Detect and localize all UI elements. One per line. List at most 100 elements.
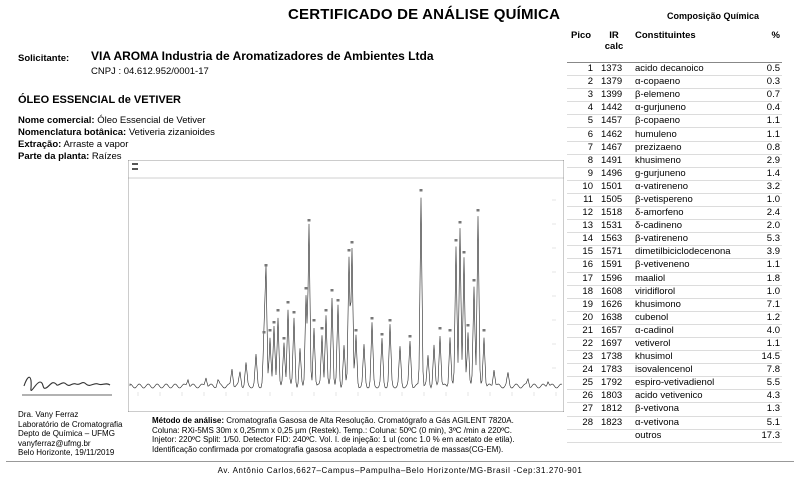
cell-ir: 1812 xyxy=(599,402,629,417)
cell-pct: 5.3 xyxy=(750,232,782,247)
cell-pct: 7.8 xyxy=(750,363,782,378)
cell-pct: 1.3 xyxy=(750,402,782,417)
cell-name: khusimeno xyxy=(629,154,750,168)
method-line4: Identificação confirmada por cromatograf… xyxy=(152,444,504,454)
cell-ir: 1738 xyxy=(599,350,629,365)
lab-dept: Depto de Química – UFMG xyxy=(18,429,115,439)
method-line1: Cromatografia Gasosa de Alta Resolução. … xyxy=(224,416,514,425)
cell-pct: 2.0 xyxy=(750,219,782,234)
cell-pct: 0.3 xyxy=(750,75,782,90)
header-constituintes: Constituintes xyxy=(629,30,750,63)
field-nome-comercial: Nome comercial: Óleo Essencial de Vetive… xyxy=(18,115,206,126)
cell-ir: 1608 xyxy=(599,285,629,299)
cell-ir: 1803 xyxy=(599,389,629,404)
cell-pct: 1.4 xyxy=(750,167,782,181)
cell-pct: 0.5 xyxy=(750,62,782,77)
cell-pico: 4 xyxy=(567,101,599,116)
cell-ir: 1379 xyxy=(599,75,629,90)
table-row: 9 1496 g-gurjuneno 1.4 xyxy=(567,167,782,181)
cell-ir: 1501 xyxy=(599,180,629,194)
composition-title: Composição Química xyxy=(667,11,760,21)
cell-pico: 14 xyxy=(567,232,599,247)
cell-pico: 27 xyxy=(567,402,599,417)
table-row: 15 1571 dimetilbiciclodecenona 3.9 xyxy=(567,245,782,260)
cell-pico xyxy=(567,429,599,443)
method-block: Método de análise: Cromatografia Gasosa … xyxy=(152,416,514,454)
cell-name: maaliol xyxy=(629,272,750,286)
cell-pct: 7.1 xyxy=(750,298,782,312)
cell-ir: 1373 xyxy=(599,62,629,77)
cell-pct: 1.1 xyxy=(750,114,782,129)
cell-pico: 20 xyxy=(567,311,599,325)
lab-name: Dra. Vany Ferraz xyxy=(18,410,79,419)
cell-pico: 26 xyxy=(567,389,599,404)
cell-ir xyxy=(599,429,629,443)
table-row: 27 1812 β-vetivona 1.3 xyxy=(567,402,782,417)
lab-date: Belo Horizonte, 19/11/2019 xyxy=(18,448,115,458)
table-row: 12 1518 δ-amorfeno 2.4 xyxy=(567,206,782,221)
cell-name: β-vetivona xyxy=(629,402,750,417)
cell-ir: 1467 xyxy=(599,141,629,155)
cell-pico: 16 xyxy=(567,258,599,273)
table-row: 16 1591 β-veti­veneno 1.1 xyxy=(567,258,782,273)
cell-ir: 1571 xyxy=(599,245,629,260)
cell-pico: 1 xyxy=(567,62,599,77)
cell-name: α-vetivona xyxy=(629,416,750,430)
cell-name: viridiflorol xyxy=(629,285,750,299)
cell-pct: 3.9 xyxy=(750,245,782,260)
cell-pct: 2.9 xyxy=(750,154,782,168)
method-line3: Injetor: 220ºC Split: 1/50. Detector FID… xyxy=(152,435,515,444)
cell-ir: 1792 xyxy=(599,376,629,391)
cell-pico: 8 xyxy=(567,154,599,168)
table-row: 8 1491 khusimeno 2.9 xyxy=(567,154,782,168)
cell-name: β-copaeno xyxy=(629,114,750,129)
field-parte-planta: Parte da planta: Raízes xyxy=(18,151,122,162)
cell-ir: 1496 xyxy=(599,167,629,181)
cell-name: vetiverol xyxy=(629,337,750,352)
table-row: 6 1462 humuleno 1.1 xyxy=(567,127,782,142)
cell-ir: 1823 xyxy=(599,416,629,430)
solicitante-label: Solicitante: xyxy=(18,53,70,64)
table-row: 7 1467 prezizaeno 0.8 xyxy=(567,141,782,155)
field-nomenclatura: Nomenclatura botânica: Vetiveria zizanio… xyxy=(18,127,215,138)
cell-name: β-vatireneno xyxy=(629,232,750,247)
table-row: 28 1823 α-vetivona 5.1 xyxy=(567,416,782,430)
cell-pico: 15 xyxy=(567,245,599,260)
table-header: Pico IR calc Constituintes % xyxy=(567,30,782,63)
composition-table: Pico IR calc Constituintes % 1 1373 acido d… xyxy=(567,30,782,443)
table-row: 10 1501 α-vatireneno 3.2 xyxy=(567,180,782,194)
cell-name: isovalencenol xyxy=(629,363,750,378)
footer-divider xyxy=(6,461,794,462)
cell-pct: 1.1 xyxy=(750,258,782,273)
cell-pico: 24 xyxy=(567,363,599,378)
cell-ir: 1591 xyxy=(599,258,629,273)
cell-ir: 1596 xyxy=(599,272,629,286)
cell-pico: 5 xyxy=(567,114,599,129)
table-row: 20 1638 cubenol 1.2 xyxy=(567,311,782,325)
cell-name: acido vetivenico xyxy=(629,389,750,404)
certificate-title: CERTIFICADO DE ANÁLISE QUÍMICA xyxy=(288,6,561,23)
table-row: 26 1803 acido vetivenico 4.3 xyxy=(567,389,782,404)
cell-name: cubenol xyxy=(629,311,750,325)
cell-pct: 1.0 xyxy=(750,285,782,299)
lab-email: vanyferraz@ufmg.br xyxy=(18,438,91,448)
cell-pct: 0.8 xyxy=(750,141,782,155)
table-row: 23 1738 khusimol 14.5 xyxy=(567,350,782,365)
cell-name: α-cadinol xyxy=(629,324,750,338)
cell-name: g-gurjuneno xyxy=(629,167,750,181)
cell-name: acido decanoico xyxy=(629,62,750,77)
table-row: 4 1442 α-gurjuneno 0.4 xyxy=(567,101,782,116)
cell-pct: 0.7 xyxy=(750,88,782,103)
cell-pico: 10 xyxy=(567,180,599,194)
cell-name: δ-cadineno xyxy=(629,219,750,234)
cell-pct: 3.2 xyxy=(750,180,782,194)
cell-pct: 4.0 xyxy=(750,324,782,338)
cell-name: α-copaeno xyxy=(629,75,750,90)
cell-name: humuleno xyxy=(629,127,750,142)
cell-ir: 1518 xyxy=(599,206,629,221)
cell-pct: 14.5 xyxy=(750,350,782,365)
cell-pct: 5.5 xyxy=(750,376,782,391)
table-row: 24 1783 isovalencenol 7.8 xyxy=(567,363,782,378)
table-row: 2 1379 α-copaeno 0.3 xyxy=(567,75,782,90)
cell-name: α-gurjuneno xyxy=(629,101,750,116)
